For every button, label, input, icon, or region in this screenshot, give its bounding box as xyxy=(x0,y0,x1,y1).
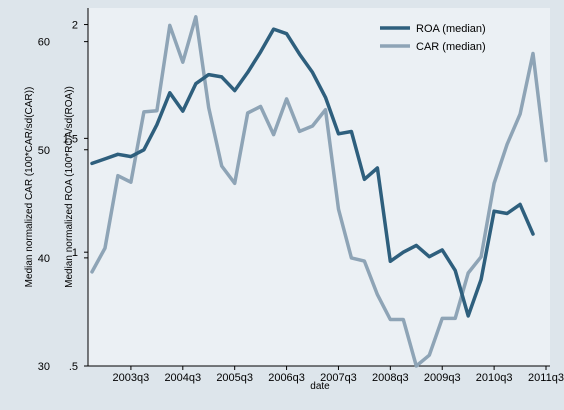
y-tick-label: 50 xyxy=(38,145,50,157)
y-axis-title-outer: Median normalized CAR (100*CAR/sd(CAR)) xyxy=(24,87,35,288)
x-tick-label: 2007q3 xyxy=(320,372,357,384)
legend-label-roa: ROA (median) xyxy=(416,23,486,35)
y-tick-label: .5 xyxy=(69,361,78,373)
y-tick-label: 60 xyxy=(38,37,50,49)
y-tick-label: 2 xyxy=(72,20,78,32)
y-tick-label: 1 xyxy=(72,247,78,259)
series-line-car xyxy=(90,15,548,368)
x-tick-label: 2005q3 xyxy=(216,372,253,384)
x-tick-label: 2003q3 xyxy=(113,372,150,384)
x-tick-label: 2009q3 xyxy=(424,372,461,384)
x-tick-label: 2006q3 xyxy=(268,372,305,384)
x-tick-label: 2004q3 xyxy=(164,372,201,384)
x-tick-label: 2010q3 xyxy=(476,372,513,384)
series-layer xyxy=(90,15,548,368)
x-axis-title: date xyxy=(310,381,330,392)
x-tick-label: 2011q3 xyxy=(528,372,564,384)
x-axis: 2003q3 2004q3 2005q3 2006q3 2007q3 2008q3 2009… xyxy=(88,365,564,384)
y-tick-label: 1.5 xyxy=(63,133,78,145)
y-axis-title-inner: Median normalized ROA (100*ROA/sd(ROA)) xyxy=(64,86,75,288)
x-tick-label: 2008q3 xyxy=(372,372,409,384)
y-tick-label: 30 xyxy=(38,361,50,373)
legend: ROA (median) CAR (median) xyxy=(380,23,486,53)
y-tick-label: 40 xyxy=(38,253,50,265)
legend-label-car: CAR (median) xyxy=(416,41,486,53)
series-line-roa xyxy=(90,27,535,318)
plot-area xyxy=(88,8,550,366)
left-axis: 30 40 50 60 .5 1 1.5 2 xyxy=(38,8,89,373)
